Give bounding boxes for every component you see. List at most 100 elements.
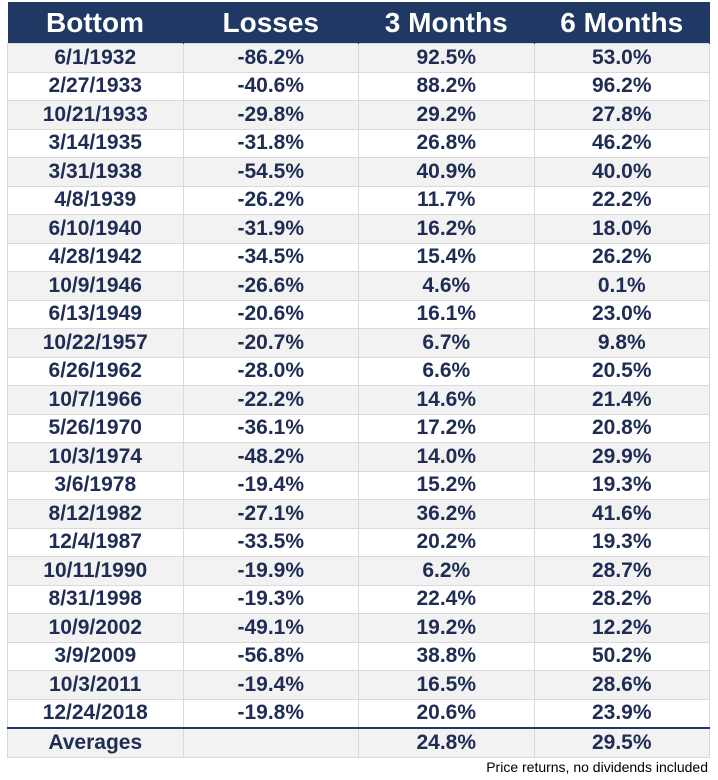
table-cell: 40.9%	[358, 157, 535, 187]
table-cell: 20.5%	[533, 356, 710, 386]
table-row: 5/26/1970 -36.1% 17.2% 20.8%	[7, 413, 710, 443]
table-cell: -40.6%	[182, 71, 359, 101]
table-cell: 28.6%	[533, 670, 710, 700]
table-cell: -29.8%	[182, 100, 359, 130]
table-cell: 12.2%	[533, 613, 710, 643]
table-cell: -31.8%	[182, 128, 359, 158]
table-cell: 11.7%	[358, 185, 535, 215]
table-cell: 16.2%	[358, 214, 535, 244]
table-cell: 15.4%	[358, 242, 535, 272]
table-cell: 4/8/1939	[7, 185, 184, 215]
table-cell: 19.3%	[533, 527, 710, 557]
footnote: Price returns, no dividends included	[486, 759, 708, 775]
table-cell: 8/31/1998	[7, 584, 184, 614]
table-cell: -19.9%	[182, 556, 359, 586]
table-row: 6/1/1932 -86.2% 92.5% 53.0%	[7, 43, 710, 73]
table-cell: -34.5%	[182, 242, 359, 272]
table-cell: 5/26/1970	[7, 413, 184, 443]
table-cell: 53.0%	[533, 43, 710, 73]
table-container: Bottom Losses 3 Months 6 Months 6/1/1932 -86…	[7, 2, 710, 758]
table-cell: 28.2%	[533, 584, 710, 614]
table-cell: -26.2%	[182, 185, 359, 215]
table-cell: 88.2%	[358, 71, 535, 101]
table-row: 3/9/2009 -56.8% 38.8% 50.2%	[7, 641, 710, 671]
table-cell: 29.2%	[358, 100, 535, 130]
table-cell: 96.2%	[533, 71, 710, 101]
table-row: 10/9/1946 -26.6% 4.6% 0.1%	[7, 271, 710, 301]
table-row: 3/14/1935 -31.8% 26.8% 46.2%	[7, 128, 710, 158]
table-cell: -56.8%	[182, 641, 359, 671]
averages-label: Averages	[7, 727, 184, 758]
table-cell: 28.7%	[533, 556, 710, 586]
averages-cell: 24.8%	[358, 727, 535, 758]
table-row: 3/6/1978 -19.4% 15.2% 19.3%	[7, 470, 710, 500]
header-row: Bottom Losses 3 Months 6 Months	[7, 2, 710, 44]
table-cell: 26.2%	[533, 242, 710, 272]
table-cell: 6/13/1949	[7, 299, 184, 329]
table-cell: 36.2%	[358, 499, 535, 529]
table-cell: 22.2%	[533, 185, 710, 215]
table-row: 8/12/1982 -27.1% 36.2% 41.6%	[7, 499, 710, 529]
table-cell: 6/26/1962	[7, 356, 184, 386]
table-cell: 4/28/1942	[7, 242, 184, 272]
table-cell: -36.1%	[182, 413, 359, 443]
table-cell: 3/9/2009	[7, 641, 184, 671]
table-row: 10/7/1966 -22.2% 14.6% 21.4%	[7, 385, 710, 415]
table-cell: 3/14/1935	[7, 128, 184, 158]
table-cell: 10/11/1990	[7, 556, 184, 586]
table-cell: -86.2%	[182, 43, 359, 73]
table-row: 10/22/1957 -20.7% 6.7% 9.8%	[7, 328, 710, 358]
table-cell: 10/3/1974	[7, 442, 184, 472]
table-row: 10/3/1974 -48.2% 14.0% 29.9%	[7, 442, 710, 472]
table-cell: 8/12/1982	[7, 499, 184, 529]
table-cell: 46.2%	[533, 128, 710, 158]
table-cell: 6.2%	[358, 556, 535, 586]
table-cell: 6.7%	[358, 328, 535, 358]
table-cell: -19.4%	[182, 470, 359, 500]
header-cell: Losses	[183, 2, 359, 44]
table-row: 8/31/1998 -19.3% 22.4% 28.2%	[7, 584, 710, 614]
table-cell: -20.7%	[182, 328, 359, 358]
table-cell: 10/9/1946	[7, 271, 184, 301]
table-row: 10/9/2002 -49.1% 19.2% 12.2%	[7, 613, 710, 643]
table-cell: 23.9%	[533, 698, 710, 729]
table-cell: 92.5%	[358, 43, 535, 73]
table-cell: -31.9%	[182, 214, 359, 244]
averages-row: Averages 24.8% 29.5%	[7, 727, 710, 758]
table-cell: -49.1%	[182, 613, 359, 643]
table-cell: 10/9/2002	[7, 613, 184, 643]
table-cell: -54.5%	[182, 157, 359, 187]
table-cell: 10/7/1966	[7, 385, 184, 415]
table-cell: 20.2%	[358, 527, 535, 557]
table-cell: 16.1%	[358, 299, 535, 329]
table-row: 4/8/1939 -26.2% 11.7% 22.2%	[7, 185, 710, 215]
table-cell: 14.0%	[358, 442, 535, 472]
table-cell: 17.2%	[358, 413, 535, 443]
table-cell: 50.2%	[533, 641, 710, 671]
table-cell: 4.6%	[358, 271, 535, 301]
table-cell: 6/1/1932	[7, 43, 184, 73]
table-row: 12/24/2018 -19.8% 20.6% 23.9%	[7, 698, 710, 729]
table-cell: -20.6%	[182, 299, 359, 329]
table-cell: 12/4/1987	[7, 527, 184, 557]
header-cell: 3 Months	[358, 2, 535, 44]
table-cell: 18.0%	[533, 214, 710, 244]
table-row: 10/11/1990 -19.9% 6.2% 28.7%	[7, 556, 710, 586]
table-cell: -27.1%	[182, 499, 359, 529]
table-cell: 10/22/1957	[7, 328, 184, 358]
table-row: 6/26/1962 -28.0% 6.6% 20.5%	[7, 356, 710, 386]
table-row: 3/31/1938 -54.5% 40.9% 40.0%	[7, 157, 710, 187]
empty-cell	[182, 727, 359, 758]
table-cell: 3/31/1938	[7, 157, 184, 187]
table-cell: 20.8%	[533, 413, 710, 443]
table-cell: -22.2%	[182, 385, 359, 415]
table-cell: 15.2%	[358, 470, 535, 500]
table-cell: 16.5%	[358, 670, 535, 700]
table-row: 2/27/1933 -40.6% 88.2% 96.2%	[7, 71, 710, 101]
header-cell: Bottom	[7, 2, 184, 44]
table-cell: 9.8%	[533, 328, 710, 358]
table-cell: 19.3%	[533, 470, 710, 500]
table-cell: -19.3%	[182, 584, 359, 614]
table-cell: 38.8%	[358, 641, 535, 671]
table-cell: 20.6%	[358, 698, 535, 729]
